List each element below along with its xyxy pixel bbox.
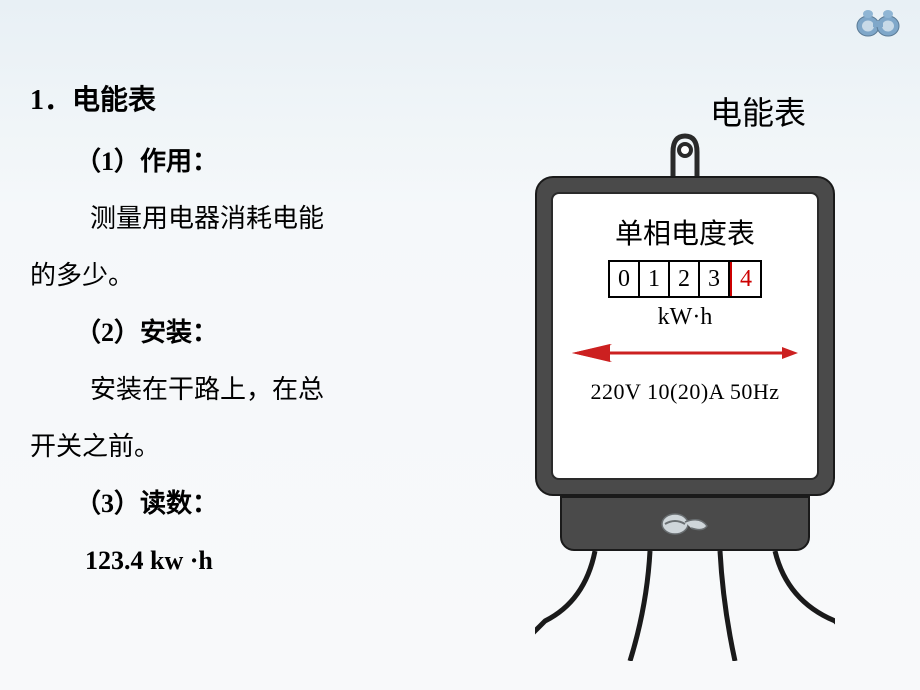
meter-digit: 1 <box>640 262 670 296</box>
meter-unit: kW·h <box>658 304 713 331</box>
meter-direction-arrow-icon <box>570 341 800 365</box>
meter-face-title: 单相电度表 <box>615 212 755 252</box>
body-2a: 安装在干路上，在总 <box>90 370 470 409</box>
text-content: 1．电能表 （1）作用： 测量用电器消耗电能 的多少。 （2）安装： 安装在干路… <box>30 80 470 580</box>
meter-body: 单相电度表 0 1 2 3 4 kW·h 220V 10(20)A 50Hz <box>535 176 835 496</box>
reading-value: 123.4 kw ·h <box>85 541 470 580</box>
meter-label: 电能表 <box>710 88 806 134</box>
screw-icon <box>655 510 715 538</box>
meter-terminal-box <box>560 496 810 551</box>
subheading-2: （2）安装： <box>75 313 470 352</box>
body-1a: 测量用电器消耗电能 <box>90 199 470 238</box>
meter-digit: 0 <box>610 262 640 296</box>
meter-digit: 2 <box>670 262 700 296</box>
binoculars-icon <box>854 8 902 40</box>
body-2b: 开关之前。 <box>30 427 470 466</box>
meter-face: 单相电度表 0 1 2 3 4 kW·h 220V 10(20)A 50Hz <box>551 192 819 480</box>
meter-wires-icon <box>535 551 835 661</box>
meter-digit-display: 0 1 2 3 4 <box>608 260 762 298</box>
meter-digit: 3 <box>700 262 730 296</box>
subheading-1: （1）作用： <box>75 142 470 181</box>
meter-hook-icon <box>665 130 705 176</box>
heading: 1．电能表 <box>30 80 470 122</box>
body-1b: 的多少。 <box>30 256 470 295</box>
electricity-meter-diagram: 单相电度表 0 1 2 3 4 kW·h 220V 10(20)A 50Hz <box>510 130 860 661</box>
meter-digit-decimal: 4 <box>730 262 760 296</box>
subheading-3: （3）读数： <box>75 484 470 523</box>
meter-spec: 220V 10(20)A 50Hz <box>591 379 780 405</box>
